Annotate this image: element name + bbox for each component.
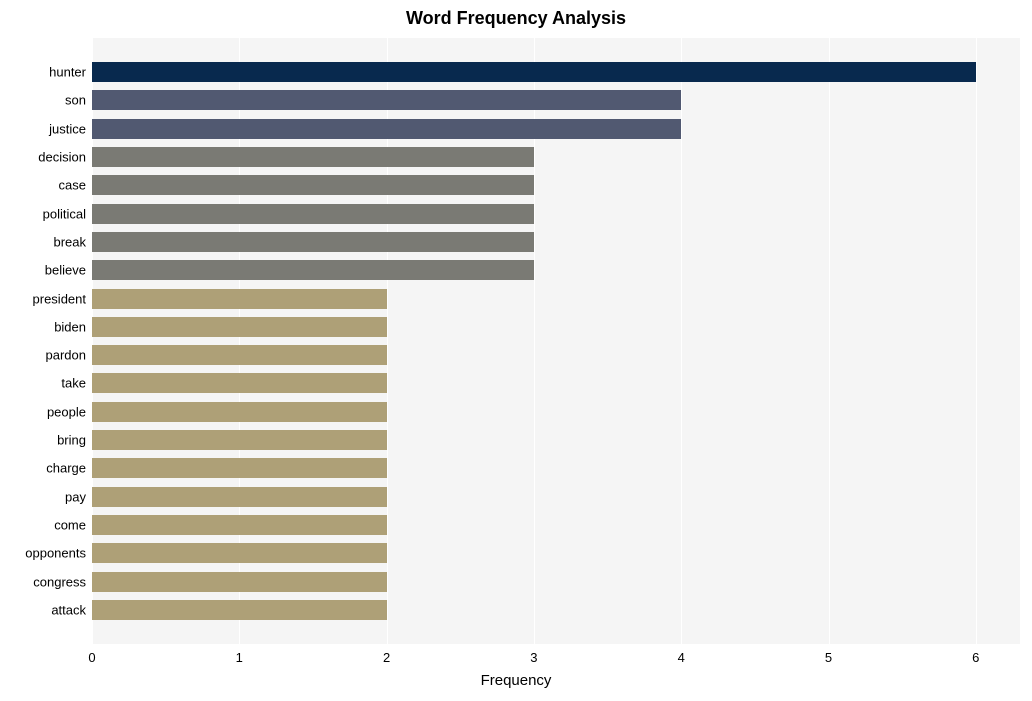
x-axis-title: Frequency	[0, 672, 1032, 689]
y-tick-label: opponents	[25, 546, 86, 561]
x-tick-label: 1	[236, 650, 243, 665]
bar	[92, 345, 387, 365]
y-tick-label: political	[43, 206, 86, 221]
bar	[92, 572, 387, 592]
bar	[92, 487, 387, 507]
bar	[92, 119, 681, 139]
y-tick-label: take	[61, 376, 86, 391]
bar	[92, 600, 387, 620]
y-tick-label: biden	[54, 319, 86, 334]
y-tick-label: justice	[49, 121, 86, 136]
y-tick-label: charge	[46, 461, 86, 476]
y-tick-label: bring	[57, 433, 86, 448]
x-tick-label: 3	[530, 650, 537, 665]
y-tick-label: hunter	[49, 65, 86, 80]
bar	[92, 289, 387, 309]
gridline	[976, 38, 977, 644]
y-tick-label: son	[65, 93, 86, 108]
bar	[92, 458, 387, 478]
gridline	[681, 38, 682, 644]
y-tick-label: pardon	[46, 348, 86, 363]
bar	[92, 317, 387, 337]
bar	[92, 175, 534, 195]
x-tick-label: 2	[383, 650, 390, 665]
bar	[92, 543, 387, 563]
bar	[92, 62, 976, 82]
x-tick-label: 6	[972, 650, 979, 665]
y-tick-label: decision	[38, 150, 86, 165]
y-tick-label: break	[53, 234, 86, 249]
x-tick-label: 5	[825, 650, 832, 665]
bar	[92, 515, 387, 535]
bar	[92, 204, 534, 224]
bar	[92, 232, 534, 252]
y-tick-label: believe	[45, 263, 86, 278]
y-tick-label: congress	[33, 574, 86, 589]
bar	[92, 430, 387, 450]
x-tick-label: 4	[678, 650, 685, 665]
plot-area	[92, 38, 1020, 644]
bar	[92, 373, 387, 393]
bar	[92, 402, 387, 422]
y-tick-label: attack	[51, 602, 86, 617]
chart-title: Word Frequency Analysis	[0, 8, 1032, 29]
chart-container: Word Frequency Analysis Frequency 0 1 2 3 4 5…	[0, 0, 1032, 701]
y-tick-label: pay	[65, 489, 86, 504]
x-tick-label: 0	[88, 650, 95, 665]
gridline	[829, 38, 830, 644]
bar	[92, 147, 534, 167]
y-tick-label: president	[33, 291, 86, 306]
y-tick-label: come	[54, 517, 86, 532]
y-tick-label: case	[59, 178, 86, 193]
bar	[92, 90, 681, 110]
bar	[92, 260, 534, 280]
y-tick-label: people	[47, 404, 86, 419]
